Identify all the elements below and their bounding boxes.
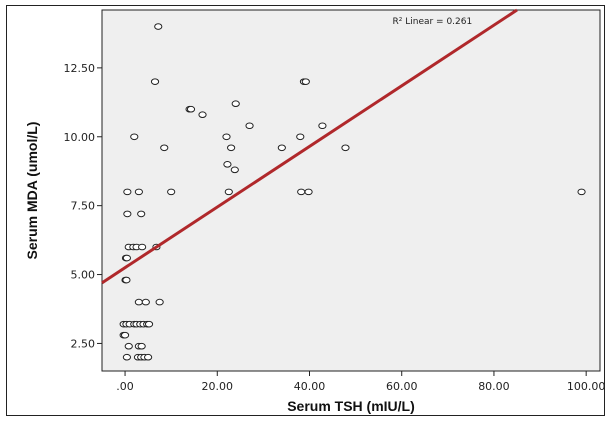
data-point xyxy=(231,100,240,107)
data-point xyxy=(155,298,164,306)
data-point xyxy=(138,243,147,251)
data-point xyxy=(277,144,286,152)
y-axis-title: Serum MDA (umol/L) xyxy=(24,122,40,260)
y-tick-label: 2.50 xyxy=(71,337,96,350)
data-point xyxy=(122,276,131,284)
data-point xyxy=(124,342,133,350)
data-point xyxy=(150,78,160,85)
chart-frame: .00 20.00 40.00 60.00 80.00 100.00 2.50 5.00 7.5… xyxy=(6,5,605,416)
data-point xyxy=(296,133,305,141)
data-point xyxy=(154,23,163,30)
data-point xyxy=(301,78,310,85)
data-point xyxy=(224,188,233,196)
data-point xyxy=(134,298,143,306)
x-tick-label: 20.00 xyxy=(202,380,234,393)
plot-area xyxy=(101,9,601,372)
data-point xyxy=(230,166,239,174)
data-point xyxy=(137,210,146,218)
x-axis-title: Serum TSH (mIU/L) xyxy=(287,398,415,414)
data-point xyxy=(123,210,132,218)
y-tick-label: 10.00 xyxy=(64,131,96,144)
data-point xyxy=(134,188,143,196)
data-point xyxy=(198,111,207,119)
x-tick-label: 100.00 xyxy=(567,380,604,393)
regression-line xyxy=(101,8,518,285)
data-point xyxy=(304,188,313,196)
x-tick-label: .00 xyxy=(116,380,134,393)
data-point xyxy=(186,105,196,113)
data-point xyxy=(577,188,586,196)
data-point xyxy=(227,144,236,152)
data-point xyxy=(222,133,231,141)
data-point xyxy=(167,188,176,196)
r-squared-annotation: R² Linear = 0.261 xyxy=(393,17,473,27)
scatter-chart: .00 20.00 40.00 60.00 80.00 100.00 2.50 5.00 7.5… xyxy=(24,8,605,414)
data-point xyxy=(123,188,132,196)
data-point xyxy=(223,161,232,168)
data-point xyxy=(130,133,139,141)
x-tick-label: 60.00 xyxy=(386,380,418,393)
data-point xyxy=(160,144,169,152)
y-tick-label: 12.50 xyxy=(64,62,96,75)
data-point xyxy=(137,342,146,350)
data-point xyxy=(341,144,350,152)
data-point xyxy=(141,298,150,306)
y-tick-label: 7.50 xyxy=(71,200,96,213)
x-tick-label: 40.00 xyxy=(294,380,326,393)
data-point xyxy=(120,331,130,339)
data-points xyxy=(119,23,586,361)
data-point xyxy=(144,353,153,361)
x-tick-label: 80.00 xyxy=(478,380,510,393)
data-point xyxy=(122,254,132,262)
data-point xyxy=(318,122,327,130)
y-tick-label: 5.00 xyxy=(71,269,96,282)
data-point xyxy=(144,320,154,328)
axis-ticks: .00 20.00 40.00 60.00 80.00 100.00 2.50 5.00 7.5… xyxy=(64,62,605,393)
data-point xyxy=(297,188,306,196)
data-point xyxy=(245,122,254,130)
data-point xyxy=(122,353,132,361)
